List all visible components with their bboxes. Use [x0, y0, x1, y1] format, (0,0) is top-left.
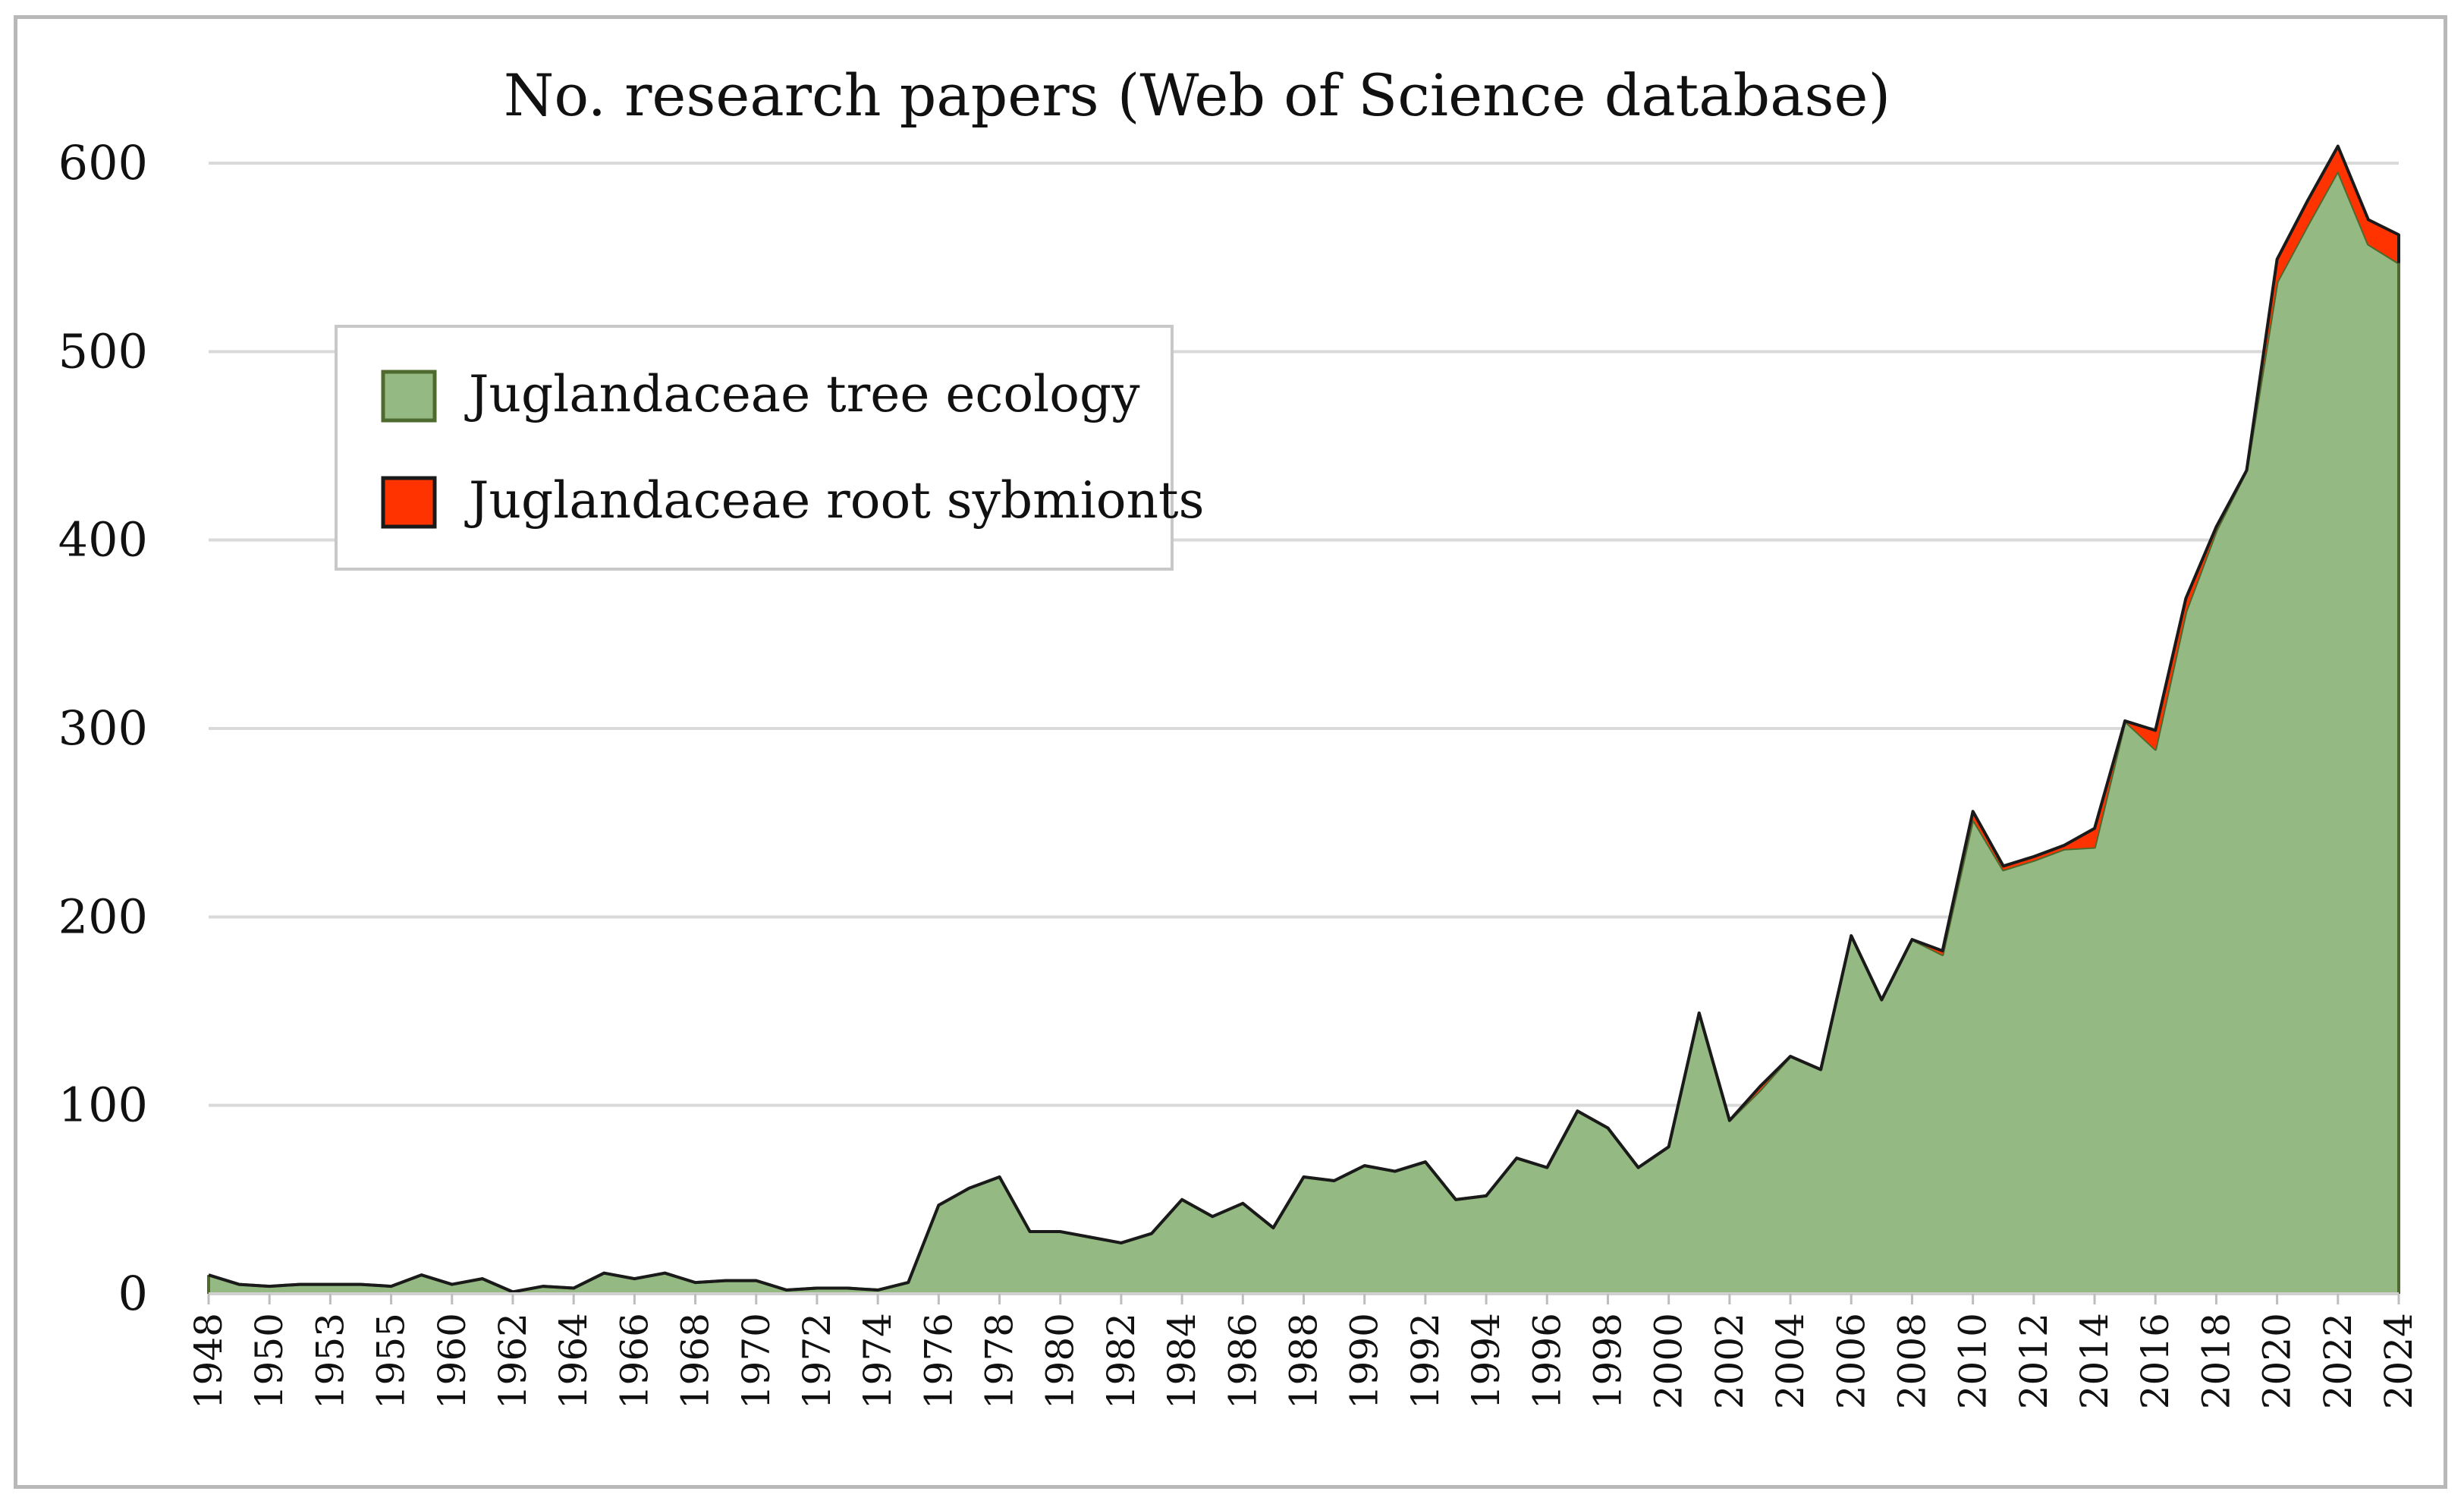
x-tick-label-1990: 1990	[1343, 1313, 1387, 1409]
x-tick-label-1966: 1966	[612, 1313, 656, 1409]
x-tick-label-1978: 1978	[978, 1313, 1022, 1409]
x-tick-label-2018: 2018	[2194, 1313, 2238, 1409]
x-tick-label-1974: 1974	[856, 1313, 900, 1409]
x-tick-label-1968: 1968	[674, 1313, 718, 1409]
x-tick-label-1948: 1948	[187, 1313, 231, 1409]
x-tick-label-1960: 1960	[430, 1313, 474, 1409]
x-tick-label-1950: 1950	[247, 1313, 291, 1409]
x-tick-label-1955: 1955	[369, 1313, 413, 1409]
x-tick-label-1998: 1998	[1586, 1313, 1630, 1409]
y-axis-ticks: 0 100 200 300 400 500 600	[58, 135, 148, 1321]
legend-swatch-tree-ecology	[381, 370, 437, 423]
chart-title: No. research papers (Web of Science data…	[504, 61, 1890, 129]
x-tick-label-1972: 1972	[795, 1313, 839, 1409]
y-tick-label-300: 300	[58, 700, 148, 756]
x-tick-label-1970: 1970	[734, 1313, 778, 1409]
legend-label-root-symbionts: Juglandaceae root sybmionts	[464, 471, 1204, 530]
x-tick-label-1996: 1996	[1525, 1313, 1569, 1409]
x-tick-label-2010: 2010	[1951, 1313, 1995, 1409]
x-tick-label-1976: 1976	[916, 1313, 960, 1409]
x-tick-label-2024: 2024	[2377, 1313, 2421, 1409]
series-area-0	[209, 170, 2399, 1295]
legend-label-tree-ecology: Juglandaceae tree ecology	[464, 365, 1140, 423]
series-areas	[207, 144, 2400, 1295]
y-tick-label-500: 500	[58, 323, 148, 379]
x-axis-ticks: 1948 1950 1953 1955 1960 1962 1964 1966 1968 1970…	[187, 1294, 2421, 1409]
x-tick-label-1984: 1984	[1160, 1313, 1204, 1409]
x-tick-label-2016: 2016	[2133, 1313, 2177, 1409]
y-tick-label-0: 0	[118, 1266, 148, 1321]
y-tick-label-200: 200	[58, 889, 148, 944]
x-tick-label-1986: 1986	[1221, 1313, 1265, 1409]
legend: Juglandaceae tree ecology Juglandaceae r…	[335, 325, 1204, 571]
x-tick-label-1982: 1982	[1099, 1313, 1143, 1409]
x-tick-label-2000: 2000	[1647, 1313, 1691, 1409]
x-tick-label-2020: 2020	[2255, 1313, 2299, 1409]
x-tick-label-2022: 2022	[2316, 1313, 2360, 1409]
x-tick-label-2006: 2006	[1829, 1313, 1873, 1409]
x-tick-label-2008: 2008	[1890, 1313, 1934, 1409]
legend-swatch-root-symbionts	[381, 476, 437, 529]
legend-box	[335, 325, 1174, 571]
x-tick-label-2002: 2002	[1708, 1313, 1752, 1409]
y-tick-label-100: 100	[58, 1078, 148, 1133]
x-tick-label-1962: 1962	[491, 1313, 535, 1409]
x-tick-label-1953: 1953	[308, 1313, 352, 1409]
x-tick-label-2012: 2012	[2012, 1313, 2056, 1409]
series-edge-1	[208, 144, 2400, 1294]
x-tick-label-1988: 1988	[1282, 1313, 1326, 1409]
y-tick-label-600: 600	[58, 135, 148, 190]
x-tick-label-1964: 1964	[552, 1313, 596, 1409]
x-tick-label-1980: 1980	[1039, 1313, 1083, 1409]
x-tick-label-2014: 2014	[2073, 1313, 2117, 1409]
x-tick-label-1992: 1992	[1403, 1313, 1447, 1409]
x-tick-label-1994: 1994	[1464, 1313, 1508, 1409]
y-tick-label-400: 400	[58, 512, 148, 568]
x-tick-label-2004: 2004	[1768, 1313, 1812, 1409]
